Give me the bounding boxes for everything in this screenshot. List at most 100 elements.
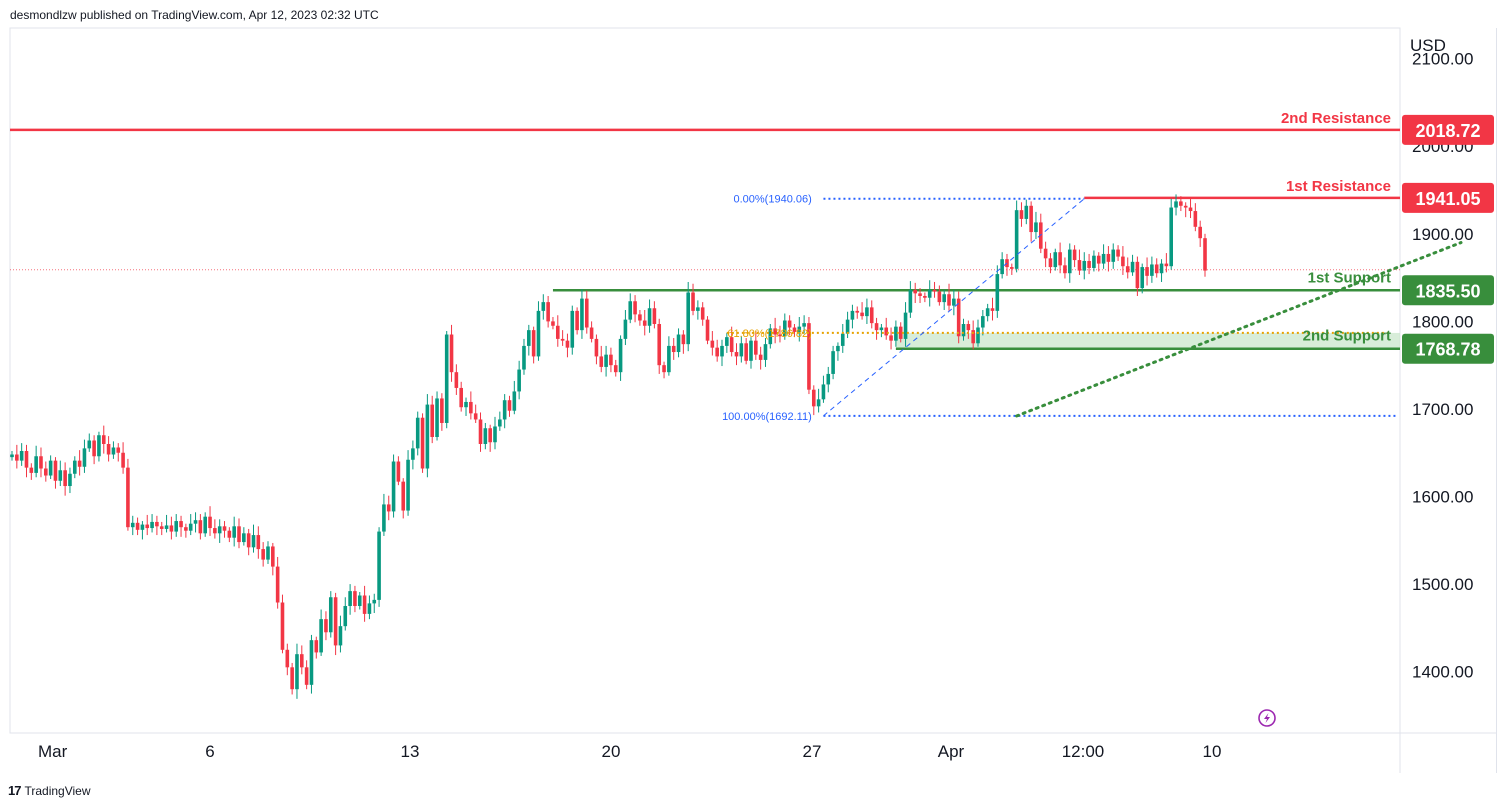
candle[interactable] (111, 441, 116, 459)
candle[interactable] (985, 303, 990, 322)
candle[interactable] (821, 375, 826, 403)
candle[interactable] (328, 591, 333, 638)
candle[interactable] (589, 321, 594, 343)
candle[interactable] (280, 594, 285, 654)
candle[interactable] (763, 338, 768, 367)
candle[interactable] (652, 301, 657, 329)
candle[interactable] (744, 338, 748, 365)
candle[interactable] (440, 393, 444, 431)
candle[interactable] (599, 345, 604, 373)
candle[interactable] (884, 317, 889, 340)
candle[interactable] (314, 636, 319, 659)
candle[interactable] (1125, 257, 1130, 279)
candle[interactable] (338, 615, 343, 653)
candle[interactable] (729, 326, 734, 357)
candle[interactable] (840, 324, 845, 353)
candle[interactable] (266, 541, 270, 564)
candle[interactable] (952, 289, 956, 316)
candle[interactable] (406, 450, 410, 516)
candle[interactable] (874, 317, 879, 340)
candle[interactable] (106, 436, 111, 462)
candle[interactable] (527, 324, 531, 356)
candle[interactable] (193, 512, 198, 533)
candle[interactable] (720, 339, 724, 367)
candle[interactable] (459, 381, 463, 412)
candle[interactable] (222, 521, 227, 538)
candle[interactable] (179, 515, 183, 537)
candle[interactable] (77, 450, 82, 476)
candle[interactable] (1010, 263, 1014, 275)
candle[interactable] (130, 515, 135, 536)
candle[interactable] (483, 422, 488, 450)
candle[interactable] (251, 524, 256, 553)
candle[interactable] (1014, 200, 1019, 273)
candle[interactable] (150, 514, 154, 533)
candle[interactable] (435, 391, 439, 441)
candle[interactable] (420, 413, 425, 473)
candle[interactable] (391, 454, 396, 518)
candle[interactable] (522, 338, 526, 375)
candle[interactable] (493, 416, 497, 450)
candle[interactable] (1096, 252, 1101, 272)
candle[interactable] (1174, 194, 1178, 216)
candle[interactable] (758, 346, 763, 370)
candle[interactable] (145, 514, 150, 536)
candle[interactable] (647, 299, 652, 333)
candle[interactable] (584, 290, 589, 334)
candle[interactable] (24, 444, 29, 478)
candle[interactable] (213, 519, 217, 539)
candle[interactable] (826, 366, 831, 393)
candle[interactable] (502, 394, 507, 429)
candle[interactable] (261, 542, 265, 567)
candle[interactable] (1121, 246, 1125, 275)
candle[interactable] (908, 281, 913, 318)
candle[interactable] (787, 315, 792, 336)
candle[interactable] (710, 331, 715, 356)
candle[interactable] (783, 313, 787, 340)
candle[interactable] (850, 304, 855, 329)
candle[interactable] (121, 442, 125, 474)
candle[interactable] (48, 455, 53, 480)
candle[interactable] (773, 317, 777, 344)
candle[interactable] (898, 322, 903, 343)
candle[interactable] (609, 347, 613, 373)
candle[interactable] (411, 440, 415, 470)
candle[interactable] (739, 336, 744, 363)
candle[interactable] (34, 445, 38, 478)
candle[interactable] (1106, 246, 1111, 272)
candle[interactable] (1150, 256, 1154, 283)
candle[interactable] (1145, 257, 1149, 286)
candle[interactable] (1154, 258, 1159, 278)
candle[interactable] (517, 360, 521, 400)
candle[interactable] (1058, 242, 1062, 274)
candle[interactable] (860, 302, 864, 320)
candle[interactable] (1164, 253, 1169, 273)
candle[interactable] (1203, 233, 1207, 277)
candle[interactable] (725, 332, 729, 353)
candle[interactable] (309, 634, 314, 694)
candle[interactable] (512, 380, 517, 415)
candle[interactable] (304, 660, 309, 690)
candle[interactable] (918, 288, 922, 303)
candle[interactable] (560, 330, 565, 346)
candle[interactable] (580, 288, 584, 339)
candle[interactable] (754, 331, 758, 360)
candle[interactable] (454, 364, 459, 395)
candle[interactable] (217, 519, 222, 543)
candle[interactable] (140, 521, 145, 540)
candle[interactable] (734, 343, 739, 366)
candle[interactable] (676, 328, 681, 358)
candle[interactable] (87, 433, 92, 452)
candle[interactable] (1043, 241, 1048, 268)
candle[interactable] (555, 315, 560, 347)
candle[interactable] (869, 300, 874, 329)
candle[interactable] (768, 324, 773, 349)
candle[interactable] (1179, 196, 1183, 212)
candle[interactable] (396, 456, 401, 486)
candle[interactable] (208, 506, 212, 536)
candle[interactable] (1169, 198, 1173, 270)
candle[interactable] (623, 310, 628, 346)
candle[interactable] (836, 342, 840, 361)
candle[interactable] (184, 523, 188, 538)
candle[interactable] (401, 478, 406, 519)
